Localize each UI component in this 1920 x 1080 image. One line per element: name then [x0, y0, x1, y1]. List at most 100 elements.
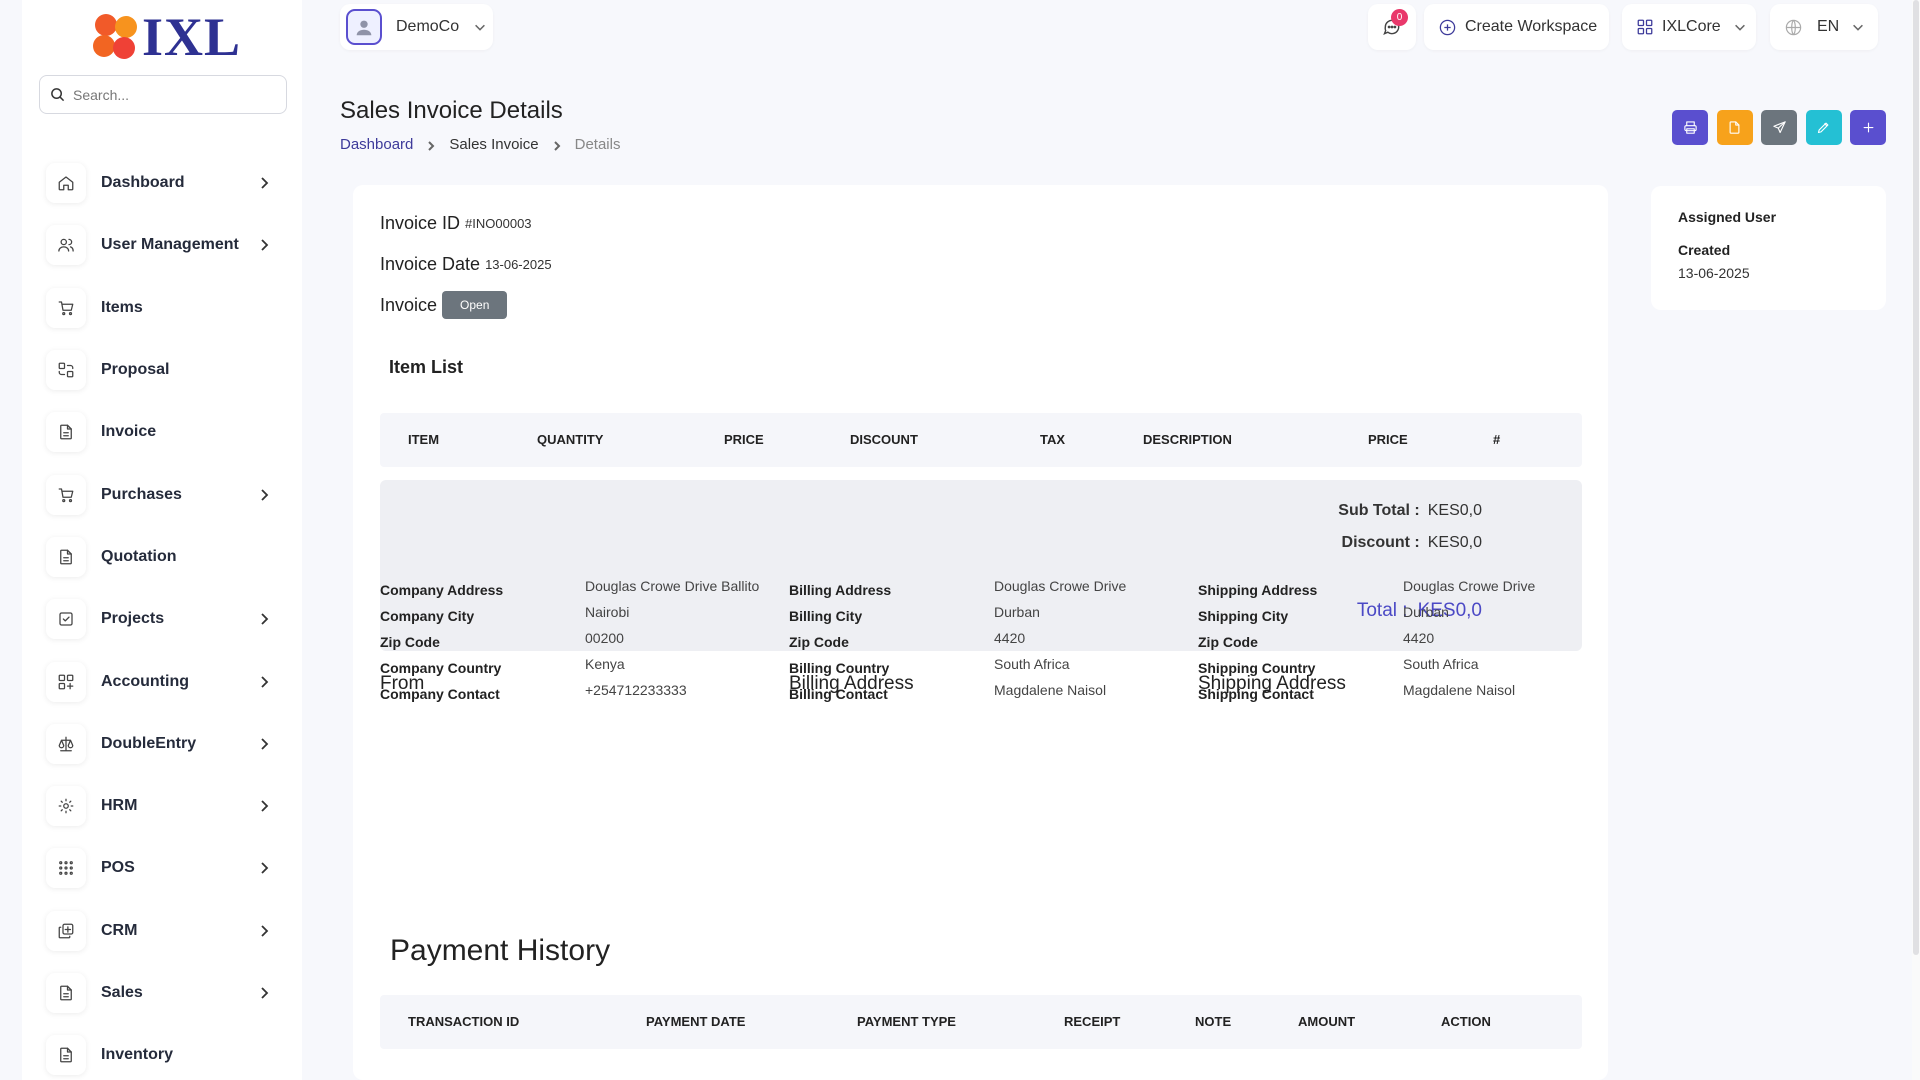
sidebar-item-invoice[interactable]: Invoice — [46, 401, 284, 463]
sidebar-item-label: User Management — [101, 236, 239, 254]
col-action: ACTION — [1441, 1014, 1491, 1029]
sidebar-item-label: Dashboard — [101, 174, 185, 192]
col-quantity: QUANTITY — [537, 432, 604, 447]
page-title: Sales Invoice Details — [340, 97, 563, 124]
detail-key: Billing Contact — [789, 686, 888, 702]
breadcrumb-dashboard[interactable]: Dashboard — [340, 136, 414, 153]
pdf-button[interactable] — [1716, 110, 1753, 145]
totals-panel: Sub Total : KES0,0 Discount : KES0,0 Tot… — [380, 480, 1582, 651]
chevron-right-icon — [256, 175, 272, 191]
sidebar-item-pos[interactable]: POS — [46, 837, 284, 899]
sidebar-item-label: Items — [101, 298, 143, 316]
search-input[interactable] — [73, 86, 273, 103]
sidebar-item-label: POS — [101, 859, 135, 877]
payment-table-header: TRANSACTION ID PAYMENT DATE PAYMENT TYPE… — [380, 995, 1582, 1049]
invoice-date-value: 13-06-2025 — [485, 257, 552, 272]
print-button[interactable] — [1672, 110, 1708, 145]
sidebar-item-items[interactable]: Items — [46, 277, 284, 339]
breadcrumb: Dashboard Sales Invoice Details — [340, 136, 620, 153]
detail-key: Zip Code — [380, 634, 440, 650]
file-icon — [1729, 121, 1740, 134]
layers-icon — [46, 910, 86, 951]
home-icon — [46, 163, 86, 204]
messages-button[interactable]: 0 — [1368, 4, 1416, 50]
chevron-right-icon — [256, 736, 272, 752]
subtotal-label: Sub Total : — [1338, 502, 1420, 519]
brand-logo[interactable]: IXL — [92, 10, 241, 64]
detail-key: Shipping Country — [1198, 660, 1316, 676]
grid-icon — [1637, 19, 1653, 35]
create-workspace-button[interactable]: Create Workspace — [1424, 4, 1609, 50]
add-button[interactable] — [1850, 110, 1886, 145]
chevron-right-icon — [256, 923, 272, 939]
status-badge: Open — [442, 291, 508, 319]
sidebar-item-quotation[interactable]: Quotation — [46, 526, 284, 588]
sidebar-item-crm[interactable]: CRM — [46, 900, 284, 962]
discount-label: Discount : — [1341, 534, 1420, 551]
language-switcher[interactable]: EN — [1770, 4, 1878, 50]
detail-key: Company Address — [380, 582, 504, 598]
notification-badge: 0 — [1391, 9, 1408, 26]
detail-value: South Africa — [994, 656, 1070, 672]
col-payment-type: PAYMENT TYPE — [857, 1014, 956, 1029]
detail-value: Douglas Crowe Drive Ballito — [585, 578, 760, 594]
detail-value: Douglas Crowe Drive — [994, 578, 1127, 594]
detail-key: Company Country — [380, 660, 502, 676]
discount-value: KES0,0 — [1427, 534, 1482, 551]
invoice-card: Invoice ID #INO00003 Invoice Date 13-06-… — [353, 185, 1608, 1080]
sidebar-item-purchases[interactable]: Purchases — [46, 463, 284, 525]
shipping-title: Shipping Address — [1198, 673, 1346, 694]
sidebar-search[interactable] — [39, 75, 287, 114]
sidebar-item-sales[interactable]: Sales — [46, 962, 284, 1024]
invoice-id-line: Invoice ID #INO00003 — [380, 213, 532, 234]
sidebar-item-label: Quotation — [101, 547, 177, 565]
chevron-down-icon — [1853, 24, 1864, 31]
detail-value: Durban — [1403, 604, 1449, 620]
col-note: NOTE — [1195, 1014, 1232, 1029]
cart-icon — [46, 287, 86, 328]
sidebar-nav: Dashboard User Management Items Proposal Inv… — [46, 152, 284, 1080]
detail-key: Zip Code — [1198, 634, 1258, 650]
sidebar-item-hrm[interactable]: HRM — [46, 775, 284, 837]
from-title: From — [380, 673, 425, 694]
detail-value: Magdalene Naisol — [994, 682, 1107, 698]
sidebar-item-label: Projects — [101, 610, 165, 628]
detail-key: Billing Country — [789, 660, 890, 676]
detail-value: +254712233333 — [585, 682, 687, 698]
detail-value: South Africa — [1403, 656, 1479, 672]
breadcrumb-sales-invoice[interactable]: Sales Invoice — [449, 136, 539, 153]
sidebar-item-projects[interactable]: Projects — [46, 588, 284, 650]
company-switcher[interactable]: DemoCo — [340, 4, 493, 50]
col-hash: # — [1493, 432, 1501, 447]
workspace-switcher[interactable]: IXLCore — [1622, 4, 1756, 50]
chevron-down-icon — [1734, 24, 1745, 31]
sidebar-item-label: Proposal — [101, 361, 170, 379]
sidebar-item-doubleentry[interactable]: DoubleEntry — [46, 713, 284, 775]
detail-value: 4420 — [994, 630, 1026, 646]
invoice-status-label: Invoice — [380, 294, 438, 315]
invoice-date-line: Invoice Date 13-06-2025 — [380, 254, 552, 275]
sidebar-item-accounting[interactable]: Accounting — [46, 650, 284, 712]
detail-key: Shipping City — [1198, 608, 1289, 624]
col-price: PRICE — [724, 432, 764, 447]
sidebar-item-user-management[interactable]: User Management — [46, 214, 284, 276]
invoice-id-label: Invoice ID — [380, 213, 461, 233]
detail-key: Shipping Address — [1198, 582, 1318, 598]
logo-icon — [92, 13, 140, 61]
chevron-right-icon — [256, 487, 272, 503]
workspace-name: IXLCore — [1662, 18, 1721, 35]
scrollbar-thumb[interactable] — [1913, 0, 1919, 955]
sidebar-item-label: CRM — [101, 921, 138, 939]
item-list-title: Item List — [389, 357, 464, 377]
edit-button[interactable] — [1805, 110, 1842, 145]
sidebar-item-dashboard[interactable]: Dashboard — [46, 152, 284, 214]
printer-icon — [1683, 121, 1697, 134]
discount-row: Discount : KES0,0 — [1342, 534, 1482, 552]
file-icon — [46, 536, 86, 577]
assigned-user-card: Assigned User Created 13-06-2025 — [1651, 186, 1886, 310]
breadcrumb-details: Details — [574, 136, 621, 153]
detail-value: Durban — [994, 604, 1040, 620]
send-button[interactable] — [1761, 110, 1797, 145]
sidebar-item-proposal[interactable]: Proposal — [46, 339, 284, 401]
sidebar-item-inventory[interactable]: Inventory — [46, 1024, 284, 1080]
